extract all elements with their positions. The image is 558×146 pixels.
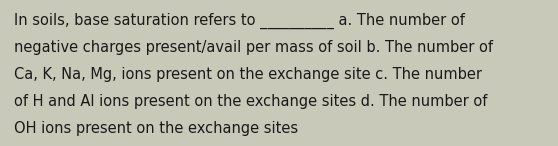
Text: In soils, base saturation refers to __________ a. The number of: In soils, base saturation refers to ____…	[14, 13, 465, 29]
Text: negative charges present/avail per mass of soil b. The number of: negative charges present/avail per mass …	[14, 40, 493, 55]
Text: Ca, K, Na, Mg, ions present on the exchange site c. The number: Ca, K, Na, Mg, ions present on the excha…	[14, 67, 482, 82]
Text: OH ions present on the exchange sites: OH ions present on the exchange sites	[14, 121, 298, 136]
Text: of H and Al ions present on the exchange sites d. The number of: of H and Al ions present on the exchange…	[14, 94, 487, 109]
